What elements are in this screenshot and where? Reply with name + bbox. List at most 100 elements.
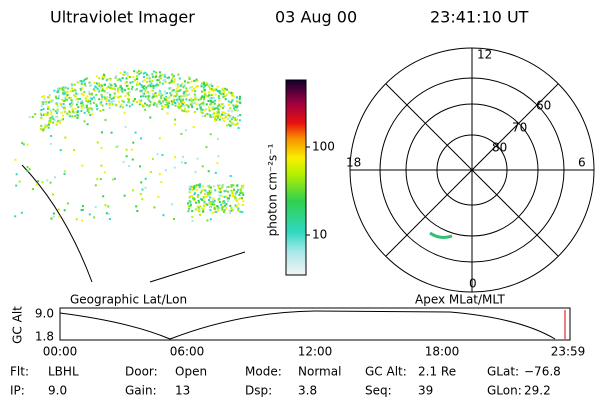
field-label: Door: (125, 365, 158, 379)
aurora-pixel (208, 191, 210, 194)
aurora-pixel (213, 208, 216, 211)
aurora-pixel (218, 99, 221, 102)
aurora-pixel (101, 95, 104, 98)
aurora-pixel (55, 115, 58, 118)
aurora-pixel (146, 80, 149, 83)
aurora-pixel (124, 94, 127, 97)
aurora-pixel (77, 106, 80, 109)
aurora-pixel (187, 205, 190, 208)
aurora-pixel (202, 86, 205, 89)
aurora-pixel (92, 101, 95, 104)
aurora-pixel (194, 208, 197, 211)
aurora-pixel (46, 111, 49, 114)
aurora-pixel (209, 97, 212, 100)
aurora-pixel (188, 200, 191, 203)
mlt-label: 0 (469, 277, 477, 291)
aurora-pixel (169, 86, 172, 89)
aurora-pixel (108, 96, 111, 99)
aurora-pixel (212, 203, 215, 206)
aurora-pixel (212, 200, 215, 203)
aurora-pixel (222, 200, 225, 203)
aurora-pixel (63, 209, 66, 212)
aurora-pixel (95, 75, 98, 78)
aurora-pixel (229, 115, 232, 118)
aurora-pixel (218, 118, 221, 121)
aurora-pixel (220, 113, 223, 116)
aurora-pixel (40, 104, 43, 107)
aurora-pixel (187, 210, 190, 213)
aurora-pixel (212, 115, 215, 118)
aurora-pixel (53, 89, 56, 92)
aurora-pixel (191, 215, 194, 218)
aurora-pixel (229, 204, 232, 207)
aurora-pixel (207, 99, 210, 102)
aurora-pixel (210, 89, 213, 92)
aurora-pixel (160, 91, 163, 94)
aurora-pixel (224, 95, 227, 98)
aurora-pixel (49, 100, 52, 102)
aurora-pixel (140, 85, 143, 88)
aurora-pixel (183, 80, 186, 83)
aurora-pixel (81, 80, 84, 83)
aurora-pixel (56, 88, 59, 90)
aurora-pixel (237, 209, 240, 212)
aurora-pixel (144, 71, 147, 74)
aurora-pixel (170, 94, 173, 97)
aurora-pixel (202, 185, 205, 188)
aurora-pixel (114, 88, 116, 91)
timeline-title: Apex MLat/MLT (415, 293, 505, 307)
aurora-pixel (108, 107, 111, 109)
aurora-pixel (76, 103, 78, 106)
aurora-pixel (117, 90, 120, 93)
aurora-pixel (82, 205, 84, 208)
aurora-pixel (148, 99, 151, 102)
aurora-pixel (149, 101, 152, 104)
x-tick-label: 00:00 (43, 345, 78, 359)
aurora-pixel (114, 104, 117, 107)
aurora-pixel (200, 111, 203, 114)
mlt-label: 12 (477, 48, 492, 62)
aurora-pixel (203, 96, 206, 99)
aurora-pixel (220, 203, 223, 206)
aurora-pixel (71, 104, 74, 107)
aurora-pixel (123, 194, 126, 197)
aurora-pixel (141, 92, 144, 95)
field-value: −76.8 (524, 365, 561, 379)
y-tick-label: 1.8 (35, 330, 54, 344)
aurora-pixel (63, 170, 66, 173)
aurora-pixel (189, 201, 192, 204)
aurora-pixel (238, 97, 241, 100)
aurora-pixel (221, 111, 224, 114)
aurora-pixel (222, 87, 225, 90)
aurora-pixel (223, 113, 226, 116)
aurora-pixel (176, 93, 178, 96)
aurora-pixel (195, 184, 198, 187)
aurora-pixel (138, 73, 141, 76)
aurora-pixel (194, 170, 197, 173)
aurora-pixel (188, 99, 191, 101)
aurora-pixel (102, 195, 105, 198)
aurora-pixel (41, 181, 44, 184)
aurora-pixel (86, 108, 89, 111)
aurora-pixel (155, 104, 158, 107)
aurora-pixel (159, 102, 162, 105)
aurora-pixel (70, 82, 73, 85)
aurora-pixel (184, 162, 187, 164)
aurora-pixel (209, 196, 212, 199)
timeline: Geographic Lat/Lon Apex MLat/MLT GC Alt … (11, 293, 586, 359)
aurora-pixel (200, 102, 203, 105)
aurora-pixel (165, 96, 168, 99)
aurora-pixel (235, 184, 238, 187)
aurora-pixel (68, 96, 71, 99)
aurora-pixel (198, 186, 201, 189)
aurora-pixel (65, 95, 68, 98)
aurora-pixel (139, 102, 142, 104)
aurora-pixel (37, 180, 40, 183)
aurora-pixel (111, 87, 114, 90)
aurora-pixel (191, 106, 194, 109)
aurora-pixel (146, 98, 149, 101)
aurora-pixel (201, 111, 204, 114)
aurora-pixel (191, 99, 193, 102)
aurora-pixel (83, 106, 86, 109)
aurora-pixel (223, 204, 226, 207)
